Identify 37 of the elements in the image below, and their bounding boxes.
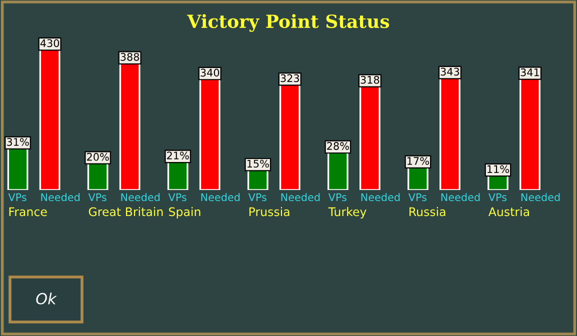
data-label: 17% [408,157,429,165]
data-label: 15% [247,160,269,168]
text: VPs [88,193,106,202]
text: Needed [361,193,400,202]
text: VPs [168,193,186,202]
text: Needed [441,193,480,202]
text: Needed [201,193,240,202]
data-label: 21% [167,152,189,160]
data-label: 343 [440,68,460,76]
data-label: 388 [120,52,140,61]
text: Needed [281,193,320,202]
text: Needed [121,193,160,202]
data-label: 340 [200,68,220,77]
text: VPs [328,193,346,202]
x-tick-label: Russia [410,207,446,216]
data-label: 20% [87,152,109,161]
x-tick-label: Prussia [249,207,290,216]
data-label: 323 [280,74,300,82]
text: Ok [36,292,57,304]
data-label: 430 [40,39,60,48]
chart-title: Victory Point Status [187,14,390,32]
data-label: 31% [7,138,29,146]
data-label: 11% [488,165,509,174]
x-tick-label: France [9,207,47,216]
series-label: Needed [41,193,80,202]
data-label: 28% [327,142,349,150]
series-label: VPs [8,193,26,202]
text: VPs [488,193,507,202]
data-label: 318 [360,76,380,84]
x-tick-label: Turkey [328,207,366,218]
x-tick-label: Great Britain [88,207,163,216]
text: VPs [248,193,266,202]
x-tick-label: Austria [488,207,530,216]
text: Needed [521,193,560,202]
x-tick-label: Spain [169,207,200,218]
data-label: 341 [520,68,539,76]
text: VPs [408,193,426,202]
